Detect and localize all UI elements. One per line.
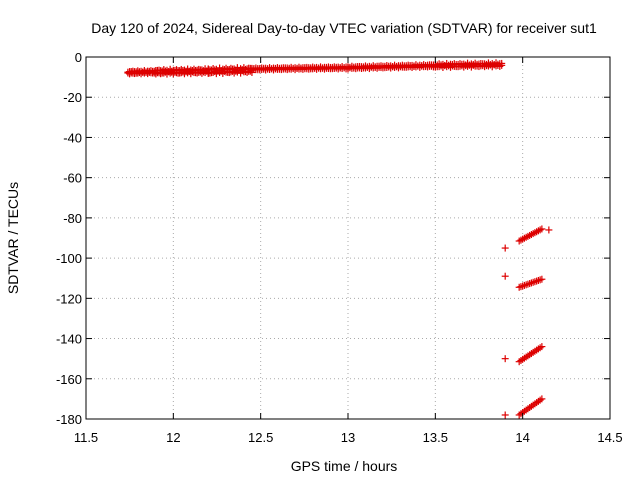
y-tick-label: -180: [56, 412, 82, 427]
data-point: [501, 244, 509, 252]
y-tick-label: -80: [63, 211, 82, 226]
chart-title: Day 120 of 2024, Sidereal Day-to-day VTE…: [91, 20, 597, 36]
y-tick-label: -40: [63, 130, 82, 145]
data-point: [501, 272, 509, 280]
y-tick-label: -160: [56, 372, 82, 387]
data-point: [501, 355, 509, 363]
data-point: [538, 395, 546, 403]
x-tick-label: 12.5: [248, 430, 273, 445]
y-tick-label: -20: [63, 90, 82, 105]
x-tick-label: 13.5: [423, 430, 448, 445]
y-tick-label: -100: [56, 251, 82, 266]
data-point: [238, 67, 246, 75]
x-tick-label: 14.5: [597, 430, 622, 445]
data-point: [501, 411, 509, 419]
x-tick-label: 12: [166, 430, 180, 445]
data-point: [538, 225, 546, 233]
x-tick-label: 13: [341, 430, 355, 445]
data-point: [538, 275, 546, 283]
x-tick-label: 11.5: [74, 430, 98, 445]
y-tick-labels: 0 -20 -40 -60 -80 -100 -120 -140 -160 -180: [56, 50, 82, 427]
x-tick-label: 14: [515, 430, 529, 445]
x-axis-label: GPS time / hours: [291, 458, 398, 474]
x-tick-labels: 11.5 12 12.5 13 13.5 14 14.5: [74, 430, 623, 445]
y-tick-label: -140: [56, 332, 82, 347]
data-point: [498, 61, 506, 69]
axis-ticks: [85, 56, 611, 420]
data-point: [233, 68, 241, 76]
data-point: [545, 226, 553, 234]
y-tick-label: -60: [63, 171, 82, 186]
y-tick-label: -120: [56, 291, 82, 306]
y-axis-label: SDTVAR / TECUs: [5, 182, 21, 294]
data-point: [538, 343, 546, 351]
y-tick-label: 0: [75, 50, 82, 65]
data-points: [124, 59, 553, 419]
